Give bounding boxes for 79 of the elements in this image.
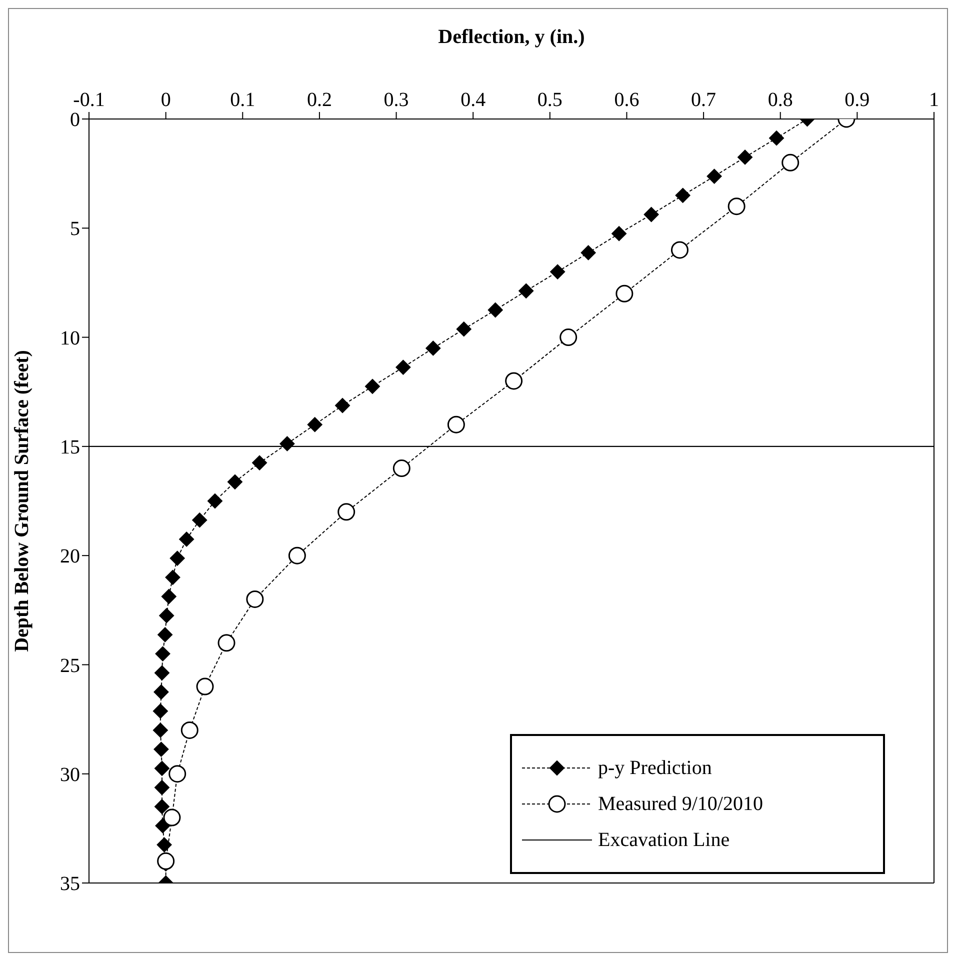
point	[161, 589, 176, 604]
x-tick-label: 0.5	[537, 89, 562, 111]
point	[675, 188, 690, 203]
point	[447, 416, 465, 434]
legend-label: Measured 9/10/2010	[598, 792, 763, 816]
point	[396, 360, 411, 375]
y-tick-label: 0	[70, 109, 80, 132]
y-tick-label: 30	[60, 764, 80, 786]
x-tick-label: 0.7	[691, 89, 716, 111]
point	[154, 780, 170, 795]
point	[159, 608, 174, 624]
legend-label: p-y Prediction	[598, 756, 712, 780]
y-tick-label: 15	[60, 436, 80, 459]
y-tick-label: 25	[60, 654, 80, 677]
point	[180, 721, 198, 739]
x-tick-label: 0.4	[460, 89, 486, 111]
point	[154, 684, 169, 700]
point	[165, 570, 180, 585]
y-tick-label: 20	[60, 546, 80, 568]
y-tick-label: 35	[60, 873, 80, 896]
point	[338, 503, 356, 521]
point	[168, 765, 186, 783]
point	[738, 150, 753, 165]
legend-label: Excavation Line	[598, 828, 730, 852]
point	[488, 302, 503, 318]
point	[456, 322, 472, 337]
x-tick-label: 0	[160, 89, 171, 111]
x-tick-label: 0.9	[844, 89, 870, 111]
point	[307, 417, 322, 432]
x-axis-title: Deflection, y (in.)	[438, 26, 585, 48]
point	[616, 284, 634, 302]
point	[518, 283, 534, 298]
point	[288, 546, 306, 564]
y-axis-title: Depth Below Ground Surface (feet)	[11, 350, 34, 652]
x-tick-label: 0.2	[306, 89, 332, 111]
point	[152, 704, 168, 719]
point	[782, 154, 800, 172]
point	[644, 207, 659, 222]
point	[158, 627, 173, 642]
point	[179, 532, 194, 547]
point	[154, 799, 170, 814]
point	[612, 226, 627, 242]
point	[560, 328, 578, 346]
point	[157, 852, 175, 870]
point	[227, 474, 242, 490]
point	[155, 818, 170, 834]
point	[218, 634, 236, 652]
point	[155, 646, 170, 662]
point	[280, 436, 295, 452]
point	[392, 460, 410, 478]
x-tick-label: 0.3	[384, 89, 409, 111]
point	[196, 678, 214, 696]
point	[335, 398, 350, 413]
point	[769, 130, 784, 146]
x-tick-label: -0.1	[73, 89, 105, 111]
point	[170, 550, 185, 566]
y-tick-label: 5	[70, 218, 80, 240]
point	[252, 455, 268, 470]
x-tick-label: 1	[929, 89, 939, 111]
x-tick-label: 0.8	[768, 89, 793, 111]
point	[156, 837, 172, 852]
point	[152, 722, 168, 738]
point	[364, 378, 380, 394]
point	[728, 198, 746, 216]
point	[246, 590, 264, 608]
y-tick-label: 10	[60, 327, 80, 350]
point	[154, 742, 169, 757]
point	[207, 494, 222, 508]
point	[505, 372, 523, 390]
point	[670, 241, 688, 259]
point	[580, 245, 596, 260]
point	[706, 168, 722, 184]
x-tick-label: 0.1	[230, 89, 256, 111]
x-tick-label: 0.6	[614, 89, 640, 111]
point	[426, 340, 441, 356]
point	[550, 264, 566, 280]
point	[192, 512, 208, 528]
point	[154, 760, 170, 776]
point	[154, 665, 170, 680]
